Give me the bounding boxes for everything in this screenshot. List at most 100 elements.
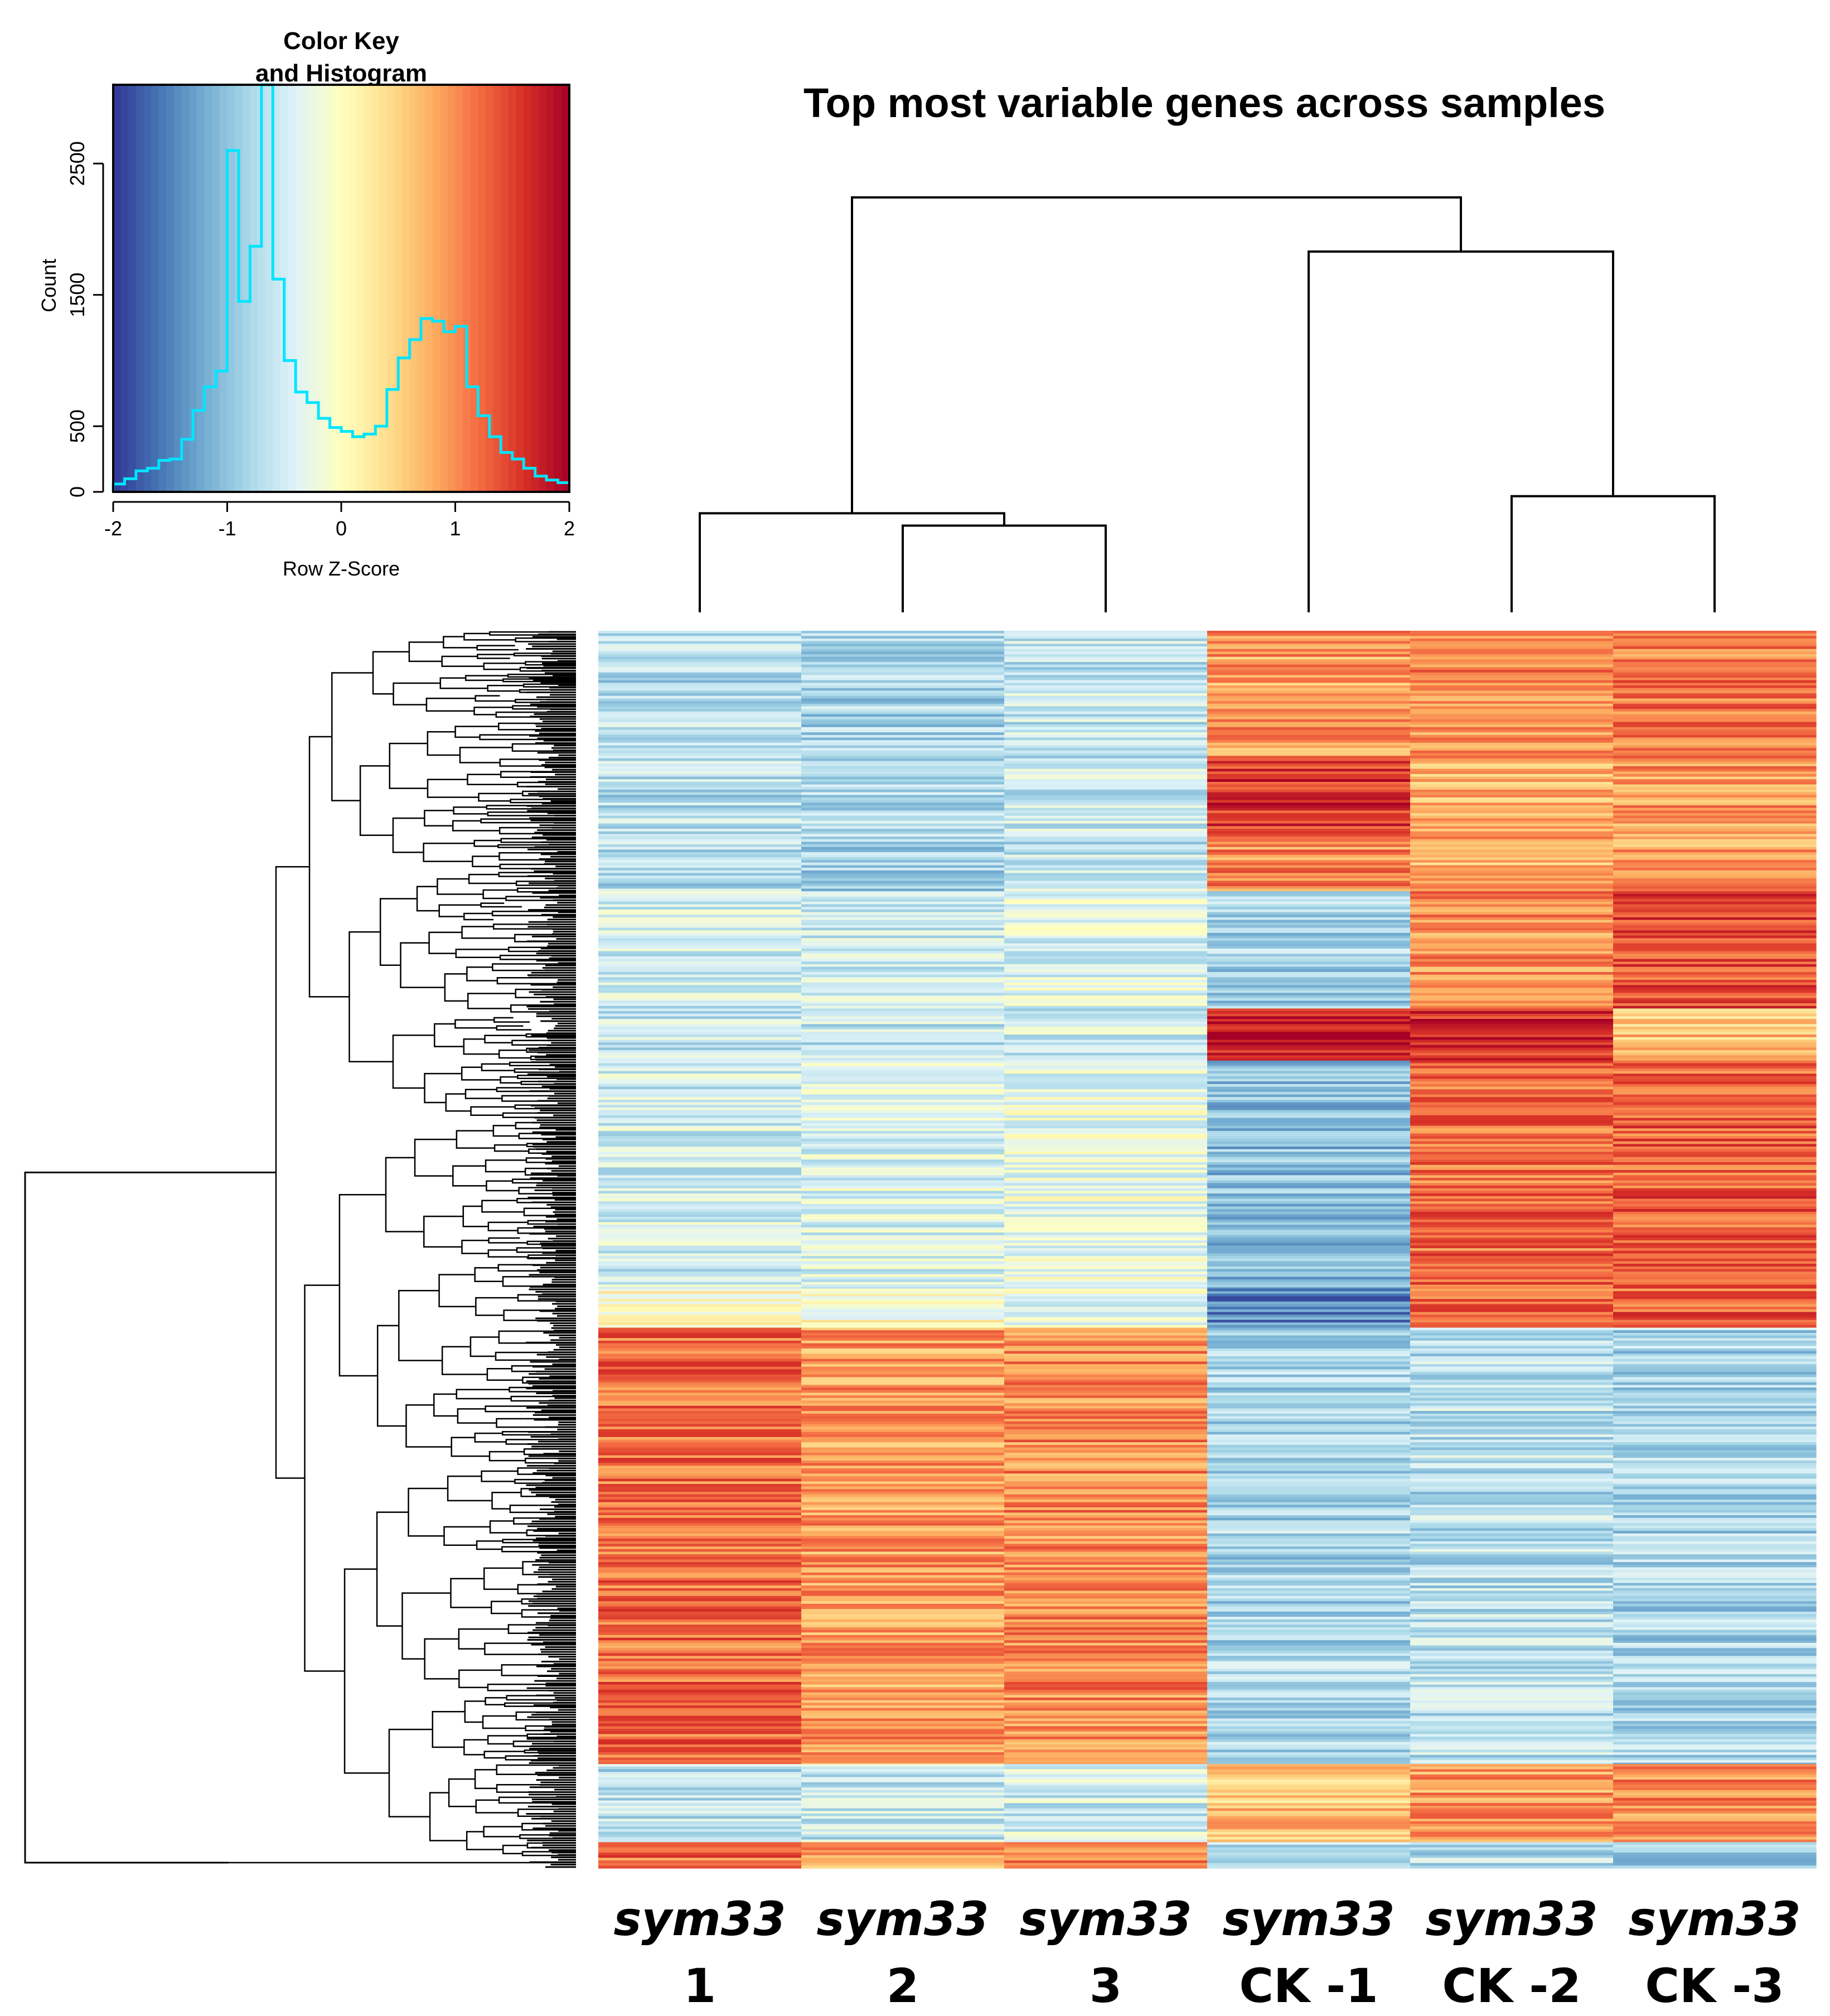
heatmap-cell: [1004, 1515, 1208, 1519]
heatmap-cell: [1613, 1105, 1817, 1108]
heatmap-cell: [801, 1266, 1005, 1270]
heatmap-cell: [598, 1021, 802, 1025]
heatmap-cell: [1004, 1248, 1208, 1251]
heatmap-cell: [598, 1138, 802, 1142]
heatmap-cell: [598, 888, 802, 892]
color-key-gradient: [113, 85, 570, 492]
heatmap-cell: [1613, 664, 1817, 668]
heatmap-cell: [598, 852, 802, 855]
color-key-band: [181, 85, 190, 492]
heatmap-cell: [1613, 1455, 1817, 1458]
sample-label-id: CK -1: [1239, 1959, 1378, 2013]
heatmap-cell: [1410, 1287, 1614, 1289]
heatmap-cell: [598, 1544, 802, 1547]
heatmap-cell: [1613, 1803, 1817, 1806]
heatmap-cell: [1613, 1674, 1817, 1677]
heatmap-cell: [1207, 1713, 1411, 1717]
heatmap-cell: [801, 1222, 1005, 1225]
heatmap-cell: [1207, 932, 1411, 936]
heatmap-cell: [1613, 703, 1817, 707]
heatmap-cell: [1410, 1816, 1614, 1819]
heatmap-cell: [1004, 1700, 1208, 1703]
heatmap-cell: [598, 1831, 802, 1835]
heatmap-cell: [1207, 753, 1411, 756]
heatmap-cell: [1410, 1296, 1614, 1299]
heatmap-cell: [1410, 1133, 1614, 1137]
heatmap-cell: [801, 1559, 1005, 1563]
heatmap-cell: [1410, 1314, 1614, 1318]
heatmap-cell: [801, 1458, 1005, 1461]
heatmap-cell: [1207, 1505, 1411, 1508]
heatmap-cell: [1207, 773, 1411, 777]
heatmap-cell: [801, 1468, 1005, 1472]
heatmap-cell: [1004, 1497, 1208, 1500]
heatmap-cell: [1207, 1710, 1411, 1714]
heatmap-cell: [1207, 920, 1411, 923]
heatmap-cell: [801, 680, 1005, 684]
heatmap-cell: [801, 1021, 1005, 1025]
heatmap-cell: [1207, 1499, 1411, 1503]
heatmap-cell: [801, 1842, 1005, 1845]
heatmap-cell: [1207, 737, 1411, 741]
heatmap-cell: [1410, 1258, 1614, 1262]
heatmap-cell: [1613, 789, 1817, 793]
heatmap-cell: [1207, 1847, 1411, 1850]
heatmap-cell: [1207, 823, 1411, 826]
heatmap-cell: [801, 1429, 1005, 1433]
heatmap-cell: [801, 943, 1005, 946]
heatmap-cell: [598, 813, 802, 816]
heatmap-cell: [801, 1076, 1005, 1080]
heatmap-cell: [1207, 954, 1411, 957]
heatmap-cell: [1410, 1279, 1614, 1283]
heatmap-cell: [1004, 1060, 1208, 1064]
heatmap-cell: [1613, 1003, 1817, 1007]
heatmap-cell: [1207, 688, 1411, 692]
heatmap-cell: [1207, 1314, 1411, 1318]
heatmap-cell: [1004, 646, 1208, 650]
heatmap-cell: [598, 1068, 802, 1072]
heatmap-cell: [801, 954, 1005, 957]
heatmap-cell: [1410, 1588, 1614, 1592]
heatmap-cell: [801, 740, 1005, 743]
heatmap-cell: [598, 1380, 802, 1383]
heatmap-cell: [598, 1766, 802, 1770]
heatmap-cell: [1410, 1317, 1614, 1321]
heatmap-cell: [1410, 1266, 1614, 1270]
heatmap-cell: [1207, 1274, 1411, 1278]
heatmap-cell: [1410, 1319, 1614, 1323]
heatmap-cell: [1613, 1304, 1817, 1307]
heatmap-cell: [598, 1113, 802, 1116]
heatmap-cell: [801, 1113, 1005, 1116]
heatmap-cell: [1613, 1752, 1817, 1756]
heatmap-cell: [1613, 1494, 1817, 1497]
heatmap-cell: [1207, 1338, 1411, 1341]
heatmap-cell: [1613, 1429, 1817, 1433]
row-dendrogram-branch: [448, 1778, 476, 1807]
heatmap-cell: [598, 1723, 802, 1727]
heatmap-cell: [801, 1556, 1005, 1560]
heatmap-cell: [1410, 781, 1614, 785]
heatmap-cell: [801, 1609, 1005, 1612]
heatmap-cell: [1613, 1554, 1817, 1558]
heatmap-cell: [801, 1546, 1005, 1550]
heatmap-cell: [598, 1206, 802, 1210]
row-dendrogram-branch: [455, 949, 509, 959]
heatmap-cell: [1207, 1583, 1411, 1586]
heatmap-cell: [801, 1272, 1005, 1275]
heatmap-cell: [1613, 1372, 1817, 1375]
heatmap-cell: [1207, 971, 1411, 975]
heatmap-cell: [1613, 1559, 1817, 1563]
row-dendrogram-branch: [427, 731, 460, 756]
heatmap-cell: [1004, 1541, 1208, 1544]
row-dendrogram-branch: [511, 743, 544, 752]
heatmap-cell: [801, 1198, 1005, 1202]
color-key-band: [516, 85, 525, 492]
heatmap-cell: [1410, 1424, 1614, 1427]
heatmap-cell: [1613, 1679, 1817, 1683]
heatmap-cell: [801, 1510, 1005, 1513]
heatmap-cell: [801, 1188, 1005, 1191]
heatmap-cell: [598, 1332, 802, 1336]
heatmap-cell: [1410, 1752, 1614, 1756]
heatmap-cell: [1410, 1737, 1614, 1740]
heatmap-cell: [598, 1785, 802, 1788]
